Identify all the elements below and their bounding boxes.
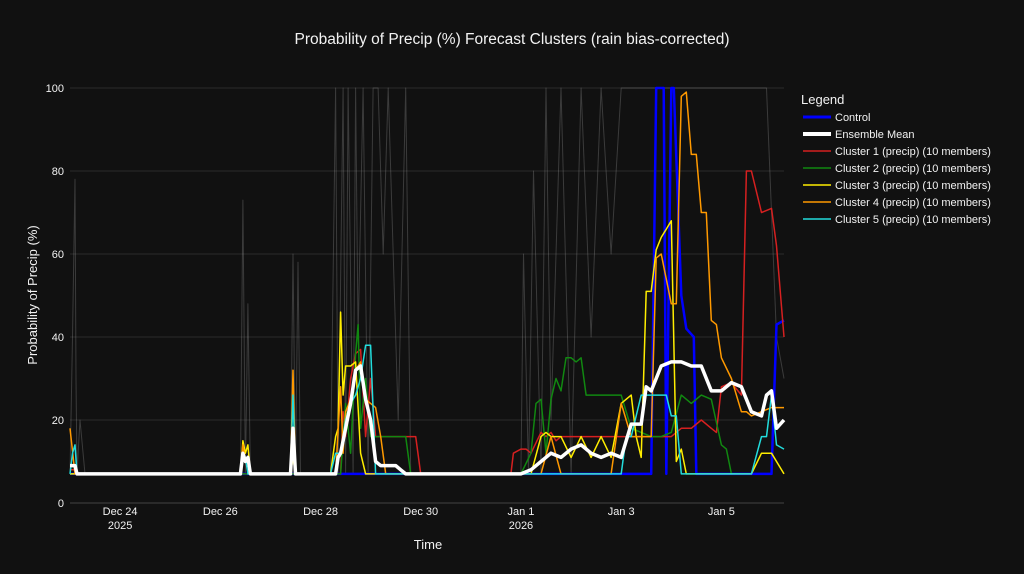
y-tick-label: 0 bbox=[58, 498, 64, 510]
x-tick-label: Jan 1 bbox=[507, 506, 534, 518]
legend-title: Legend bbox=[801, 92, 844, 107]
legend-entry[interactable]: Cluster 3 (precip) (10 members) bbox=[835, 180, 991, 192]
x-tick-labels: Dec 24 2025 Dec 26 Dec 28 Dec 30 Jan 1 2026 Jan… bbox=[103, 506, 735, 532]
legend-entry[interactable]: Ensemble Mean bbox=[835, 129, 915, 141]
x-tick-label: Jan 5 bbox=[708, 506, 735, 518]
y-tick-label: 80 bbox=[52, 166, 64, 178]
x-tick-label: Dec 30 bbox=[403, 506, 438, 518]
legend-entry[interactable]: Cluster 2 (precip) (10 members) bbox=[835, 163, 991, 175]
series-line-mean bbox=[70, 360, 786, 476]
legend-entry[interactable]: Cluster 1 (precip) (10 members) bbox=[835, 146, 991, 158]
legend[interactable]: Legend Control Ensemble Mean Cluster 1 (pr… bbox=[801, 92, 991, 226]
legend-entry[interactable]: Cluster 4 (precip) (10 members) bbox=[835, 197, 991, 209]
x-tick-label: Dec 28 bbox=[303, 506, 338, 518]
y-tick-label: 20 bbox=[52, 415, 64, 427]
y-axis-label: Probability of Precip (%) bbox=[25, 225, 40, 364]
x-tick-label: Dec 24 bbox=[103, 506, 138, 518]
x-tick-year-label: 2026 bbox=[509, 520, 533, 532]
y-tick-labels: 0 20 40 60 80 100 bbox=[46, 83, 64, 510]
y-tick-label: 100 bbox=[46, 83, 64, 95]
x-axis-label: Time bbox=[414, 537, 442, 552]
series-line-cluster5 bbox=[69, 344, 785, 475]
chart-title: Probability of Precip (%) Forecast Clust… bbox=[295, 31, 730, 48]
legend-entry[interactable]: Control bbox=[835, 112, 870, 124]
y-gridlines bbox=[70, 87, 784, 504]
series-layer bbox=[69, 86, 786, 476]
x-tick-year-label: 2025 bbox=[108, 520, 132, 532]
x-tick-label: Dec 26 bbox=[203, 506, 238, 518]
legend-entry[interactable]: Cluster 5 (precip) (10 members) bbox=[835, 214, 991, 226]
x-tick-label: Jan 3 bbox=[608, 506, 635, 518]
y-tick-label: 40 bbox=[52, 332, 64, 344]
y-tick-label: 60 bbox=[52, 249, 64, 261]
